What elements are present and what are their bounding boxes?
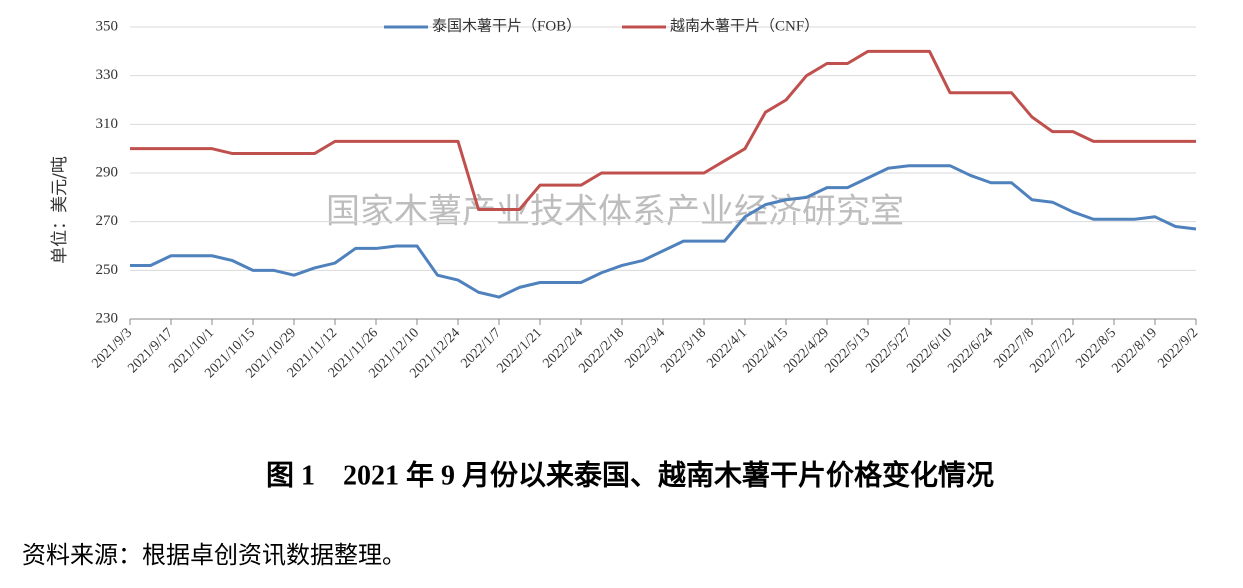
y-tick-label: 350 [96, 18, 119, 34]
y-tick-label: 290 [96, 164, 119, 180]
y-tick-label: 330 [96, 67, 119, 83]
x-tick-label: 2022/1/21 [494, 325, 545, 376]
x-tick-label: 2022/6/24 [945, 325, 996, 376]
y-tick-label: 270 [96, 213, 119, 229]
y-tick-label: 250 [96, 262, 119, 278]
y-axis-label: 单位：美元/吨 [50, 156, 70, 264]
x-tick-label: 2022/7/22 [1027, 325, 1078, 376]
source-note: 资料来源：根据卓创资讯数据整理。 [22, 541, 406, 569]
series-line [130, 49, 1196, 211]
x-tick-label: 2022/2/18 [576, 325, 627, 376]
y-tick-label: 230 [96, 310, 119, 326]
caption: 图 1 2021 年 9 月份以来泰国、越南木薯干片价格变化情况 [266, 458, 994, 491]
x-tick-label: 2022/3/18 [658, 325, 709, 376]
legend-label: 越南木薯干片（CNF） [670, 17, 819, 34]
x-tick-label: 2022/8/19 [1109, 325, 1160, 376]
watermark: 国家木薯产业技术体系产业经济研究室 [326, 192, 904, 232]
x-tick-label: 2022/9/2 [1155, 325, 1201, 371]
legend-label: 泰国木薯干片（FOB） [432, 17, 581, 34]
y-tick-label: 310 [96, 116, 119, 132]
series-line [130, 164, 1197, 299]
